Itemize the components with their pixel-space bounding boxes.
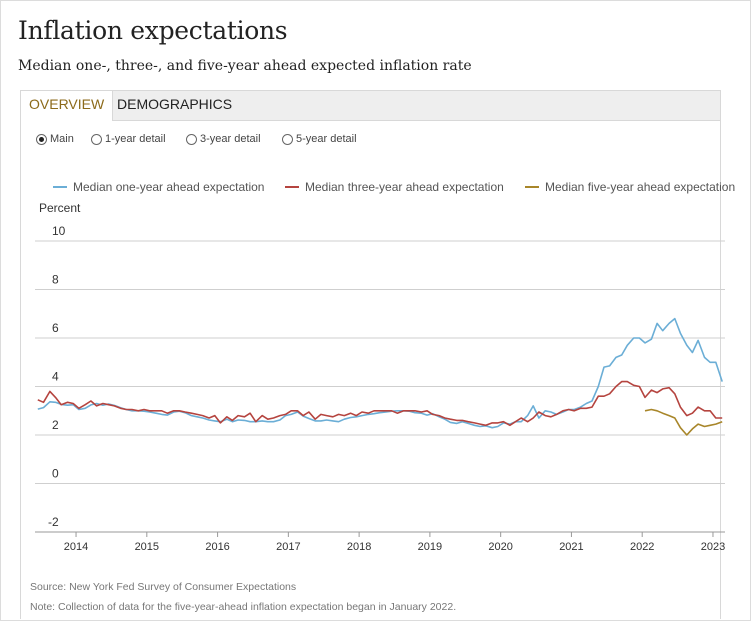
legend-label-one-year: Median one-year ahead expectation: [73, 180, 264, 194]
x-tick-label: 2019: [418, 541, 442, 553]
x-tick-label: 2021: [559, 541, 583, 553]
x-tick-label: 2023: [701, 541, 725, 553]
y-tick-labels: 10 8 6 4 2 0 -2: [48, 224, 66, 529]
chart-grid: [35, 240, 725, 537]
y-axis-label: Percent: [39, 201, 81, 215]
series-line-five-year: [644, 408, 723, 436]
y-tick-label: 4: [52, 370, 59, 384]
series-line-one-year: [37, 317, 723, 429]
radio-1-year-detail[interactable]: 1-year detail: [91, 133, 166, 145]
y-tick-label: 8: [52, 273, 59, 287]
legend-label-three-year: Median three-year ahead expectation: [305, 180, 504, 194]
tab-demographics[interactable]: DEMOGRAPHICS: [117, 96, 233, 112]
x-tick-label: 2016: [205, 541, 229, 553]
x-tick-label: 2015: [135, 541, 159, 553]
radio-main-indicator: [36, 133, 47, 145]
radio-5-year-label: 5-year detail: [296, 133, 357, 145]
radio-1-year-indicator: [91, 133, 102, 145]
x-tick-label: 2020: [488, 541, 512, 553]
chart-legend: Median one-year ahead expectation Median…: [53, 180, 735, 194]
radio-1-year-label: 1-year detail: [105, 133, 166, 145]
radio-main[interactable]: Main: [36, 133, 74, 145]
x-tick-label: 2022: [630, 541, 654, 553]
y-tick-label: 2: [52, 418, 59, 432]
y-tick-label: 6: [52, 321, 59, 335]
chart-panel: OVERVIEW DEMOGRAPHICS Main 1-year detail…: [20, 90, 721, 619]
x-tick-labels: 2014 2015 2016 2017 2018 2019 2020 2021 2022 2023: [64, 541, 725, 553]
x-tick-label: 2018: [347, 541, 371, 553]
data-note: Note: Collection of data for the five-ye…: [30, 601, 457, 613]
x-tick-label: 2017: [276, 541, 300, 553]
radio-3-year-label: 3-year detail: [200, 133, 261, 145]
line-chart: Median one-year ahead expectation Median…: [35, 180, 735, 553]
page-title: Inflation expectations: [18, 16, 288, 45]
y-tick-label: 0: [52, 467, 59, 481]
radio-3-year-detail[interactable]: 3-year detail: [186, 133, 261, 145]
radio-main-label: Main: [50, 133, 74, 145]
x-tick-label: 2014: [64, 541, 88, 553]
tab-bar: OVERVIEW DEMOGRAPHICS: [21, 91, 720, 121]
source-note: Source: New York Fed Survey of Consumer …: [30, 581, 297, 593]
series-lines: [37, 317, 723, 436]
y-tick-label: 10: [52, 224, 66, 238]
y-tick-label: -2: [48, 515, 59, 529]
series-line-three-year: [37, 380, 723, 427]
radio-3-year-indicator: [186, 133, 197, 145]
page-subtitle: Median one-, three-, and five-year ahead…: [18, 58, 472, 74]
radio-5-year-detail[interactable]: 5-year detail: [282, 133, 357, 145]
radio-5-year-indicator: [282, 133, 293, 145]
legend-label-five-year: Median five-year ahead expectation: [545, 180, 735, 194]
tab-overview[interactable]: OVERVIEW: [21, 91, 114, 121]
